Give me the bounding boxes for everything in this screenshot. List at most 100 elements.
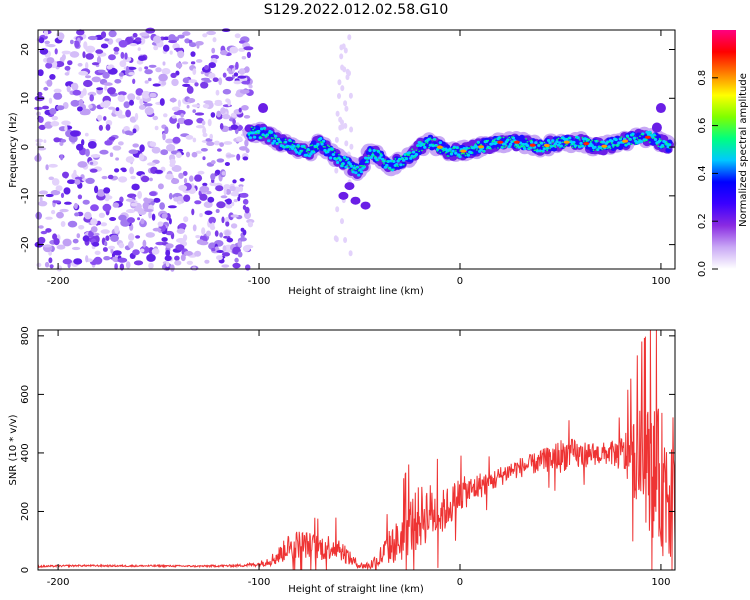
heatmap-noise-blob bbox=[174, 260, 182, 266]
heatmap-noise-blob bbox=[206, 30, 217, 36]
snr-y-ticks: 0 200 400 600 800 bbox=[20, 326, 675, 573]
heatmap-ridge-blob bbox=[315, 146, 318, 148]
heatmap-noise-blob bbox=[177, 117, 186, 125]
heatmap-noise-blob bbox=[211, 222, 215, 229]
heatmap-ridge-blob bbox=[627, 137, 630, 139]
heatmap-noise-blob bbox=[223, 184, 231, 190]
heatmap-ridge-blob bbox=[348, 162, 352, 166]
heatmap-ridge-blob bbox=[636, 137, 639, 139]
heatmap-ridge-blob bbox=[484, 140, 487, 142]
heatmap-noise-blob bbox=[199, 213, 203, 218]
heatmap-ridge-blob bbox=[283, 141, 286, 143]
heatmap-noise-blob bbox=[221, 264, 230, 268]
heatmap-x-tick-label: -100 bbox=[248, 276, 271, 287]
heatmap-noise-blob bbox=[222, 88, 232, 95]
heatmap-noise-blob bbox=[178, 223, 187, 229]
heatmap-ridge-blob bbox=[626, 136, 629, 138]
heatmap-ridge-blob bbox=[563, 146, 565, 148]
heatmap-ridge-blob bbox=[571, 146, 574, 149]
heatmap-noise-blob bbox=[135, 88, 144, 96]
heatmap-ridge-blob bbox=[274, 137, 277, 140]
heatmap-ridge-blob bbox=[523, 147, 527, 151]
heatmap-noise-blob bbox=[144, 69, 153, 75]
heatmap-x-tick-label: 100 bbox=[651, 276, 670, 287]
heatmap-noise-blob bbox=[145, 232, 155, 238]
heatmap-ridge-blob bbox=[533, 149, 536, 152]
heatmap-noise-blob bbox=[149, 141, 157, 147]
heatmap-noise-blob bbox=[232, 179, 237, 184]
heatmap-ridge-blob bbox=[454, 150, 457, 152]
heatmap-noise-blob bbox=[133, 260, 144, 266]
snr-panel: -200 -100 0 100 0 200 400 600 800 Height of str… bbox=[8, 326, 676, 595]
heatmap-noise-blob bbox=[46, 44, 56, 48]
heatmap-noise-blob bbox=[63, 187, 71, 195]
heatmap-noise-blob bbox=[123, 126, 130, 132]
heatmap-noise-blob bbox=[204, 259, 210, 264]
heatmap-ridge-blob bbox=[352, 168, 354, 170]
heatmap-ridge-blob bbox=[473, 147, 475, 150]
heatmap-noise-blob bbox=[109, 217, 117, 221]
heatmap-noise-blob bbox=[70, 99, 80, 107]
heatmap-noise-blob bbox=[183, 119, 193, 126]
heatmap-noise-blob bbox=[104, 241, 108, 247]
heatmap-ridge-blob bbox=[475, 145, 479, 149]
heatmap-ridge-blob bbox=[607, 145, 611, 149]
heatmap-noise-blob bbox=[131, 183, 140, 191]
heatmap-ridge-blob bbox=[512, 140, 515, 142]
heatmap-ridge-blob bbox=[594, 139, 596, 142]
heatmap-noise-blob bbox=[244, 139, 249, 147]
heatmap-ridge-blob bbox=[637, 139, 640, 141]
heatmap-ridge-blob bbox=[627, 142, 631, 146]
heatmap-ridge-blob bbox=[250, 126, 253, 129]
heatmap-ridge-blob bbox=[570, 144, 572, 146]
heatmap-noise-blob bbox=[114, 225, 120, 234]
heatmap-noise-blob bbox=[93, 256, 103, 265]
heatmap-noise-blob bbox=[334, 167, 339, 174]
heatmap-noise-blob bbox=[172, 136, 181, 144]
heatmap-noise-blob bbox=[88, 160, 99, 166]
heatmap-hotspot bbox=[529, 143, 536, 147]
heatmap-noise-blob bbox=[103, 82, 113, 86]
heatmap-noise-blob bbox=[101, 175, 108, 180]
heatmap-ridge-blob bbox=[416, 145, 419, 147]
heatmap-noise-blob bbox=[144, 103, 153, 107]
heatmap-ridge-blob bbox=[388, 168, 391, 170]
heatmap-noise-blob bbox=[220, 195, 228, 199]
heatmap-ridge-blob bbox=[549, 144, 554, 148]
heatmap-noise-blob bbox=[219, 142, 225, 148]
heatmap-ridge-blob bbox=[273, 134, 276, 136]
heatmap-ridge-blob bbox=[432, 143, 435, 146]
heatmap-ridge-blob bbox=[332, 148, 335, 151]
heatmap-noise-blob bbox=[85, 61, 89, 70]
heatmap-noise-blob bbox=[137, 47, 141, 51]
heatmap-noise-blob bbox=[246, 219, 255, 224]
heatmap-noise-blob bbox=[340, 218, 344, 225]
heatmap-ridge-blob bbox=[386, 160, 390, 163]
heatmap-ridge-blob bbox=[292, 144, 296, 148]
heatmap-ridge-blob bbox=[400, 155, 402, 157]
heatmap-noise-blob bbox=[90, 218, 98, 226]
heatmap-noise-blob bbox=[234, 33, 241, 39]
heatmap-noise-blob bbox=[70, 130, 80, 137]
heatmap-noise-blob bbox=[246, 51, 251, 59]
heatmap-noise-blob bbox=[347, 34, 352, 41]
heatmap-noise-blob bbox=[82, 51, 86, 59]
heatmap-noise-blob bbox=[109, 152, 114, 157]
heatmap-ridge-blob bbox=[534, 141, 538, 145]
heatmap-noise-blob bbox=[230, 124, 239, 130]
heatmap-ridge-blob bbox=[518, 145, 520, 148]
heatmap-noise-blob bbox=[96, 220, 102, 226]
heatmap-ridge-blob bbox=[633, 138, 636, 141]
heatmap-ridge-blob bbox=[345, 157, 350, 161]
heatmap-noise bbox=[34, 27, 354, 272]
heatmap-noise-blob bbox=[236, 153, 241, 161]
heatmap-noise-blob bbox=[132, 128, 137, 134]
heatmap-noise-blob bbox=[216, 255, 223, 261]
heatmap-noise-blob bbox=[148, 210, 152, 219]
heatmap-noise-blob bbox=[153, 35, 162, 44]
heatmap-noise-blob bbox=[202, 156, 206, 161]
heatmap-noise-blob bbox=[132, 249, 140, 256]
heatmap-ridge-blob bbox=[385, 160, 388, 163]
heatmap-noise-blob bbox=[183, 234, 188, 242]
heatmap-ridge-blob bbox=[580, 145, 582, 147]
